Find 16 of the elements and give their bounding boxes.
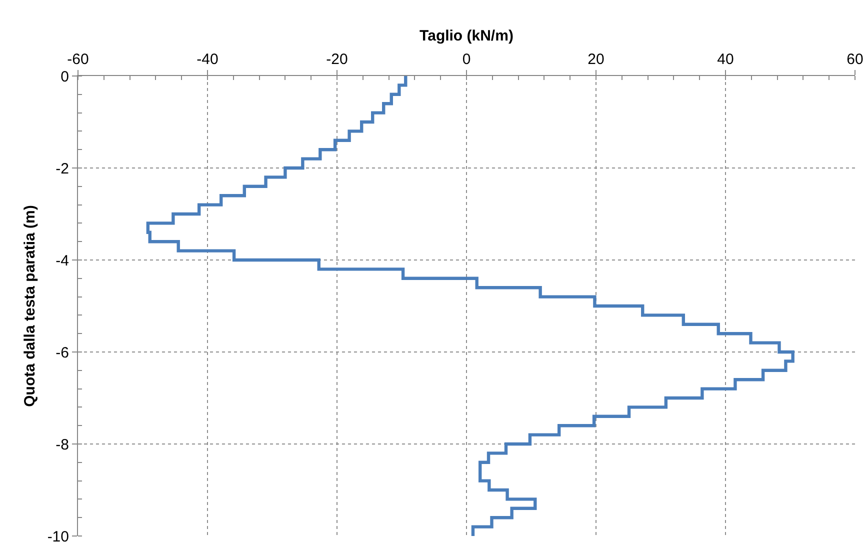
x-tick-label: 0 [462,51,471,68]
x-tick-label: 40 [717,51,734,68]
x-tick-label: -20 [326,51,348,68]
x-tick-label: -40 [196,51,218,68]
x-tick-label: 60 [846,51,864,68]
y-axis-title: Quota dalla testa paratia (m) [22,205,39,407]
y-tick-label: 0 [60,68,69,86]
y-tick-label: -10 [47,528,69,546]
y-tick-label: -8 [56,436,69,454]
x-axis-title: Taglio (kN/m) [420,27,514,44]
y-tick-label: -4 [56,252,69,270]
x-tick-label: -60 [67,51,89,68]
y-tick-label: -6 [56,344,69,362]
line-series [146,76,794,536]
x-tick-label: 20 [588,51,604,68]
y-tick-label: -2 [56,160,69,178]
